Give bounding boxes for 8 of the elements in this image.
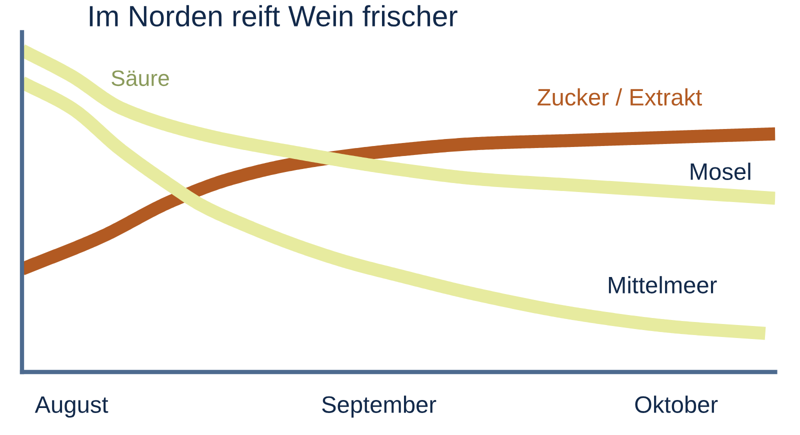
series-label: Mosel: [690, 162, 750, 180]
annotation: Säure: [112, 70, 169, 86]
x-tick-label: Oktober: [635, 396, 718, 413]
series-label: Zucker / Extrakt: [538, 88, 702, 106]
x-tick-label: September: [322, 396, 436, 418]
chart-title: Im Norden reift Wein frischer: [90, 5, 458, 27]
series-label: Mittelmeer: [608, 276, 717, 294]
x-tick-label: August: [34, 396, 108, 418]
